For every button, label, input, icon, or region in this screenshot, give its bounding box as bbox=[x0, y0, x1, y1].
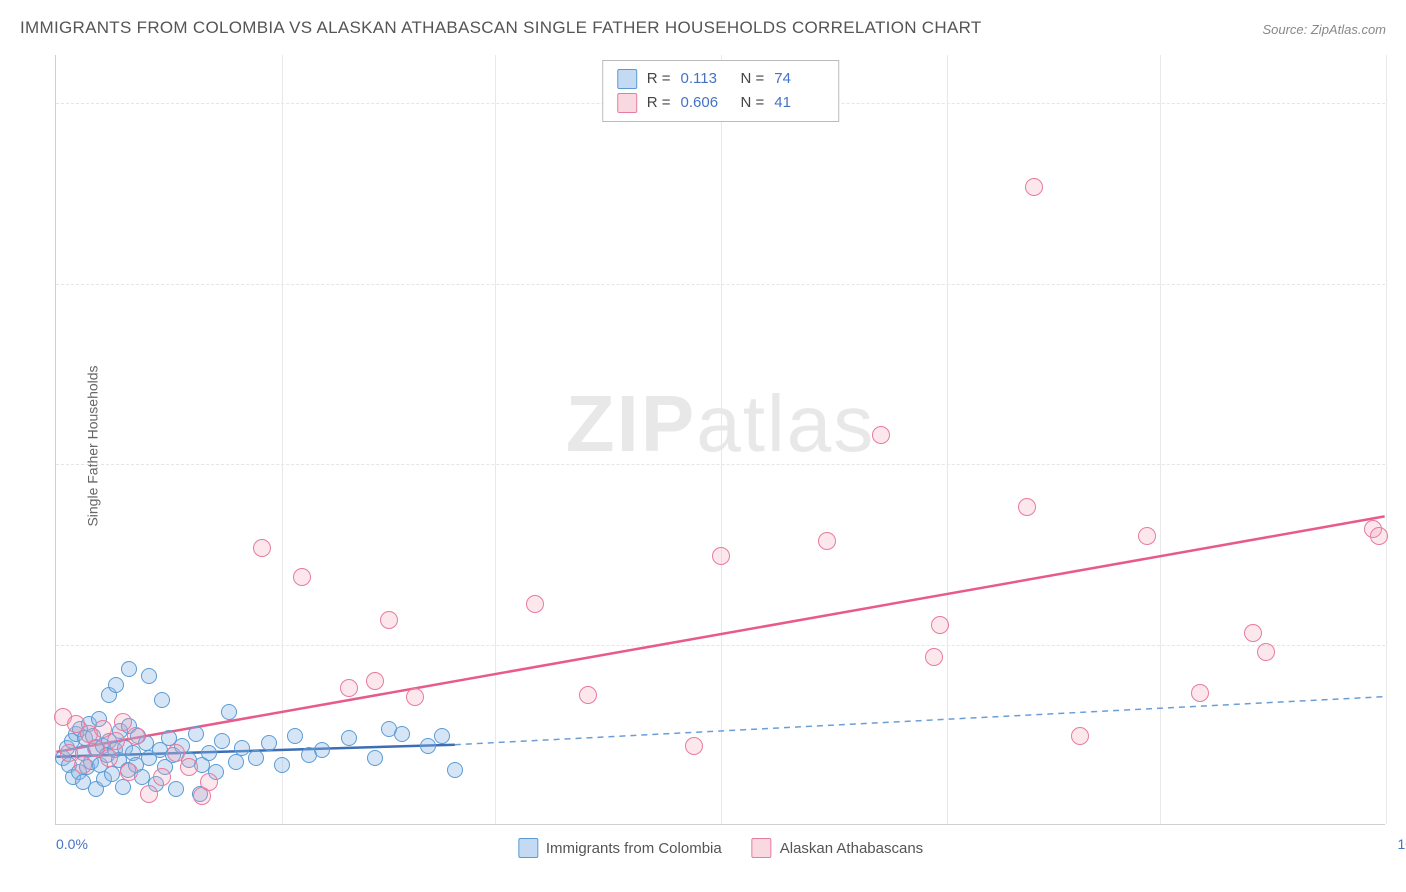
data-point bbox=[74, 756, 92, 774]
data-point bbox=[434, 728, 450, 744]
data-point bbox=[120, 763, 138, 781]
data-point bbox=[253, 539, 271, 557]
data-point bbox=[140, 785, 158, 803]
data-point bbox=[394, 726, 410, 742]
legend-swatch bbox=[617, 69, 637, 89]
data-point bbox=[341, 730, 357, 746]
data-point bbox=[340, 679, 358, 697]
data-point bbox=[287, 728, 303, 744]
data-point bbox=[1370, 527, 1388, 545]
data-point bbox=[526, 595, 544, 613]
gridline-v bbox=[947, 55, 948, 824]
data-point bbox=[925, 648, 943, 666]
legend-stat-row: R = 0.113 N = 74 bbox=[617, 67, 825, 91]
data-point bbox=[1018, 498, 1036, 516]
gridline-v bbox=[495, 55, 496, 824]
legend-label: Immigrants from Colombia bbox=[546, 840, 722, 857]
r-label: R = bbox=[647, 67, 671, 91]
data-point bbox=[685, 737, 703, 755]
x-axis-max-label: 100.0% bbox=[1398, 836, 1406, 852]
data-point bbox=[127, 727, 145, 745]
data-point bbox=[114, 713, 132, 731]
data-point bbox=[367, 750, 383, 766]
data-point bbox=[188, 726, 204, 742]
data-point bbox=[141, 668, 157, 684]
data-point bbox=[154, 692, 170, 708]
data-point bbox=[153, 768, 171, 786]
data-point bbox=[579, 686, 597, 704]
legend-swatch bbox=[518, 838, 538, 858]
r-value: 0.113 bbox=[681, 67, 731, 91]
data-point bbox=[366, 672, 384, 690]
data-point bbox=[293, 568, 311, 586]
data-point bbox=[1257, 643, 1275, 661]
gridline-v bbox=[721, 55, 722, 824]
n-value: 74 bbox=[774, 67, 824, 91]
x-axis-min-label: 0.0% bbox=[56, 836, 88, 852]
legend-swatch bbox=[752, 838, 772, 858]
data-point bbox=[168, 781, 184, 797]
data-point bbox=[121, 661, 137, 677]
data-point bbox=[201, 745, 217, 761]
data-point bbox=[107, 732, 125, 750]
data-point bbox=[214, 733, 230, 749]
data-point bbox=[931, 616, 949, 634]
data-point bbox=[872, 426, 890, 444]
r-label: R = bbox=[647, 91, 671, 115]
data-point bbox=[1071, 727, 1089, 745]
n-label: N = bbox=[741, 91, 765, 115]
data-point bbox=[818, 532, 836, 550]
legend-bottom: Immigrants from Colombia Alaskan Athabasc… bbox=[518, 838, 923, 858]
data-point bbox=[274, 757, 290, 773]
plot-area: ZIPatlas 7.5%15.0%22.5%30.0% R =0.113N =… bbox=[55, 55, 1385, 825]
r-value: 0.606 bbox=[681, 91, 731, 115]
data-point bbox=[380, 611, 398, 629]
data-point bbox=[167, 744, 185, 762]
data-point bbox=[228, 754, 244, 770]
gridline-v bbox=[1160, 55, 1161, 824]
gridline-v bbox=[1386, 55, 1387, 824]
data-point bbox=[447, 762, 463, 778]
legend-swatch bbox=[617, 93, 637, 113]
n-label: N = bbox=[741, 67, 765, 91]
data-point bbox=[221, 704, 237, 720]
trend-line-blue-dashed bbox=[455, 697, 1385, 745]
n-value: 41 bbox=[774, 91, 824, 115]
source-label: Source: ZipAtlas.com bbox=[1262, 22, 1386, 37]
legend-label: Alaskan Athabascans bbox=[780, 840, 923, 857]
legend-stat-row: R = 0.606 N = 41 bbox=[617, 91, 825, 115]
data-point bbox=[1025, 178, 1043, 196]
data-point bbox=[406, 688, 424, 706]
legend-stats-box: R = 0.113 N = 74 R = 0.606 N = 41 bbox=[602, 60, 840, 122]
data-point bbox=[1244, 624, 1262, 642]
data-point bbox=[200, 773, 218, 791]
data-point bbox=[248, 750, 264, 766]
data-point bbox=[712, 547, 730, 565]
legend-item: Alaskan Athabascans bbox=[752, 838, 923, 858]
watermark-light: atlas bbox=[696, 379, 875, 468]
chart-title: IMMIGRANTS FROM COLOMBIA VS ALASKAN ATHA… bbox=[20, 18, 982, 38]
data-point bbox=[261, 735, 277, 751]
data-point bbox=[314, 742, 330, 758]
data-point bbox=[1138, 527, 1156, 545]
legend-item: Immigrants from Colombia bbox=[518, 838, 722, 858]
data-point bbox=[100, 749, 118, 767]
data-point bbox=[1191, 684, 1209, 702]
data-point bbox=[180, 758, 198, 776]
gridline-v bbox=[282, 55, 283, 824]
data-point bbox=[108, 677, 124, 693]
watermark-bold: ZIP bbox=[566, 379, 696, 468]
